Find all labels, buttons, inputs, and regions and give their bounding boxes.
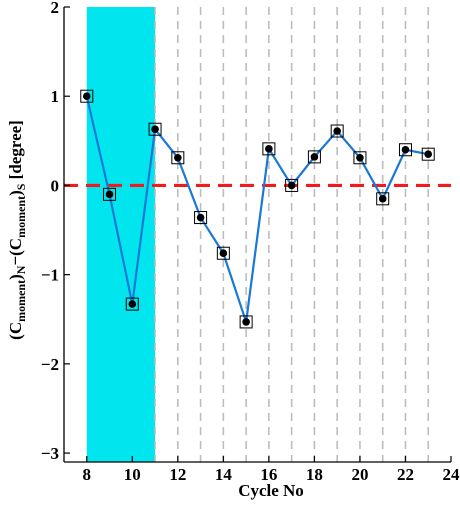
data-point-dot — [287, 181, 296, 190]
data-point-dot — [174, 153, 182, 162]
data-point-dot — [242, 318, 250, 326]
data-point-dot — [378, 195, 387, 203]
plot-area — [64, 7, 451, 462]
data-point — [398, 143, 412, 157]
data-point — [376, 192, 390, 206]
data-point-dot — [196, 213, 205, 222]
data-point-dot — [333, 127, 341, 135]
y-axis-title-part: [degree] — [6, 120, 25, 183]
data-point-dot — [105, 190, 114, 199]
y-tick-label: −1 — [41, 266, 59, 285]
data-point-square — [398, 143, 412, 157]
y-axis-title-part: S — [14, 183, 28, 190]
data-point-dot — [310, 153, 319, 161]
data-point-dot — [401, 145, 410, 154]
x-tick-label: 14 — [215, 465, 233, 484]
data-point — [285, 178, 299, 192]
data-point-square — [125, 297, 139, 311]
data-point-dot — [265, 145, 273, 153]
x-tick-label: 8 — [83, 465, 92, 484]
data-point-square — [376, 192, 390, 206]
data-point-square — [80, 89, 94, 103]
data-point — [307, 150, 321, 164]
y-tick-label: 2 — [51, 0, 60, 17]
data-point — [353, 151, 367, 165]
y-tick-label: −2 — [41, 355, 59, 374]
y-axis-title-part: (C — [6, 322, 25, 340]
highlight-region — [86, 7, 156, 462]
data-point-square — [285, 178, 299, 192]
data-point-dot — [82, 92, 91, 101]
x-tick-label: 20 — [351, 465, 368, 484]
data-point-square — [148, 122, 162, 136]
x-tick-label: 10 — [124, 465, 141, 484]
data-point-dot — [424, 150, 433, 159]
y-axis-title-part: ) — [6, 274, 25, 280]
data-point — [421, 147, 435, 161]
data-point-square — [307, 150, 321, 164]
data-point — [125, 297, 139, 311]
x-tick-label: 22 — [397, 465, 414, 484]
series-line — [85, 95, 429, 323]
data-point-dot — [219, 249, 228, 258]
data-point-square — [194, 211, 208, 225]
data-point-square — [353, 151, 367, 165]
data-point — [239, 315, 253, 329]
data-point-square — [330, 124, 344, 138]
data-point — [330, 124, 344, 138]
data-point — [171, 151, 185, 165]
data-point-dot — [151, 125, 159, 134]
data-point-square — [239, 315, 253, 329]
data-point-square — [262, 142, 276, 156]
y-tick-label: 0 — [51, 176, 60, 195]
data-point-square — [103, 187, 117, 201]
y-axis-title-part: moment — [14, 280, 28, 322]
data-point — [80, 89, 94, 103]
data-point — [262, 142, 276, 156]
y-tick-label: −3 — [41, 444, 59, 463]
data-point — [216, 246, 230, 260]
data-point-square — [421, 147, 435, 161]
data-point — [194, 211, 208, 225]
data-point — [103, 187, 117, 201]
y-axis-title-part: ) — [6, 190, 25, 196]
x-tick-label: 24 — [443, 465, 460, 484]
x-tick-label: 18 — [306, 465, 323, 484]
x-axis-title: Cycle No — [238, 481, 304, 500]
y-axis-title: (Cmoment)N−(Cmoment)S [degree] — [6, 120, 28, 340]
y-tick-label: 1 — [51, 87, 60, 106]
x-tick-label: 16 — [260, 465, 277, 484]
data-point-square — [171, 151, 185, 165]
x-tick-label: 12 — [169, 465, 186, 484]
y-axis-title-part: N — [14, 265, 28, 274]
data-point-dot — [356, 153, 364, 162]
data-point-square — [216, 246, 230, 260]
y-axis-title-part: −(C — [6, 238, 25, 266]
y-axis-title-part: moment — [14, 196, 28, 238]
data-point — [148, 122, 162, 136]
data-point-dot — [128, 300, 137, 308]
